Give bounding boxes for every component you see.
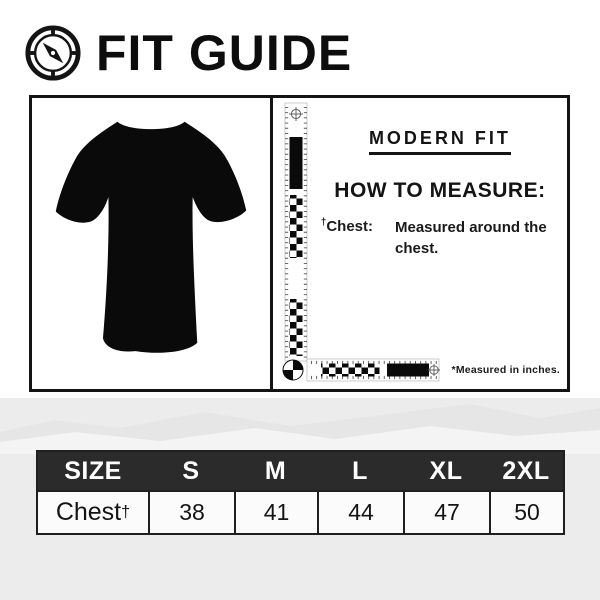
page-title: FIT GUIDE (96, 25, 353, 81)
size-col-header-xl: XL (403, 452, 489, 490)
measure-row: †Chest: Measured around the chest. (321, 217, 567, 259)
units-footnote: *Measured in inches. (451, 364, 560, 376)
size-col-header-l: L (317, 452, 403, 490)
tshirt-silhouette (55, 121, 247, 353)
dagger-mark: † (121, 503, 131, 521)
mountain-ridges-graphic (0, 404, 600, 454)
dagger-mark: † (320, 217, 327, 228)
measure-label: †Chest: (320, 217, 373, 235)
fit-content: MODERN FIT HOW TO MEASURE: †Chest: Measu… (313, 98, 567, 259)
size-table: SIZE S M L XL 2XL Chest † 38 41 44 47 50 (36, 450, 565, 535)
measuring-ruler-icon (282, 102, 440, 382)
chest-value-l: 44 (317, 490, 403, 533)
panels: MODERN FIT HOW TO MEASURE: †Chest: Measu… (29, 95, 570, 392)
chest-value-2xl: 50 (489, 490, 563, 533)
size-col-header-2xl: 2XL (489, 452, 563, 490)
size-col-header-s: S (148, 452, 234, 490)
size-col-header: SIZE (38, 452, 148, 490)
registration-mark-icon (282, 359, 304, 381)
measure-panel: MODERN FIT HOW TO MEASURE: †Chest: Measu… (272, 98, 567, 389)
compass-icon (25, 25, 81, 81)
shirt-panel (32, 98, 273, 389)
chest-row-label: Chest † (38, 490, 148, 533)
fit-name-title: MODERN FIT (368, 128, 511, 155)
chest-value-s: 38 (148, 490, 234, 533)
measure-description: Measured around the chest. (395, 219, 547, 257)
header: FIT GUIDE (24, 24, 352, 82)
how-to-measure-title: HOW TO MEASURE: (334, 179, 546, 202)
chest-value-m: 41 (234, 490, 317, 533)
chest-value-xl: 47 (403, 490, 489, 533)
size-col-header-m: M (234, 452, 317, 490)
